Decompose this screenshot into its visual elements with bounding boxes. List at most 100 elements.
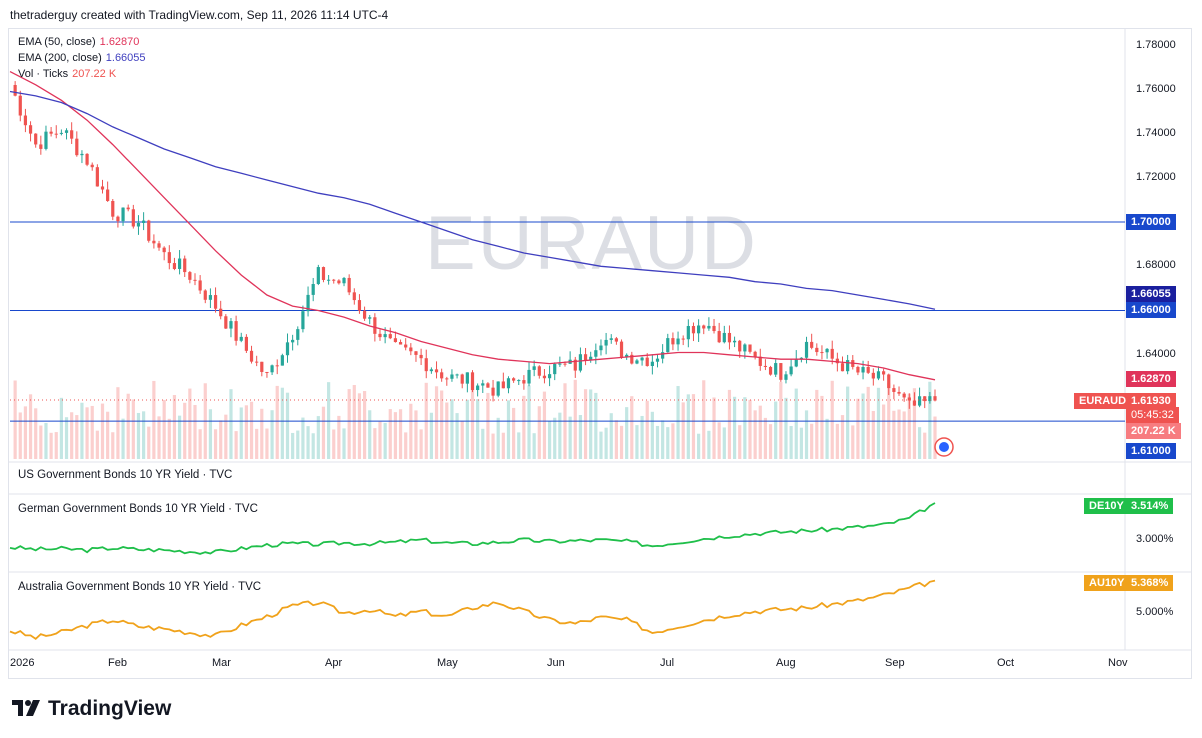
legend-ema200-value: 1.66055 bbox=[105, 52, 146, 64]
symbol-watermark: EURAUD bbox=[425, 201, 758, 286]
volume-bar bbox=[373, 428, 377, 459]
volume-bar bbox=[784, 397, 788, 459]
volume-bar bbox=[707, 430, 711, 459]
pane-title-us[interactable]: US Government Bonds 10 YR Yield · TVC bbox=[18, 469, 233, 481]
volume-bar bbox=[75, 415, 79, 459]
candle-body bbox=[923, 396, 927, 402]
candle-body bbox=[301, 311, 305, 330]
volume-bar bbox=[342, 428, 346, 459]
candle-body bbox=[368, 317, 372, 319]
volume-bar bbox=[722, 427, 726, 459]
pane-title-au[interactable]: Australia Government Bonds 10 YR Yield ·… bbox=[18, 581, 262, 593]
bond-yield-lines bbox=[9, 502, 936, 641]
price-tick: 1.72000 bbox=[1136, 171, 1176, 183]
x-tick: Feb bbox=[108, 657, 127, 669]
candle-body bbox=[352, 292, 356, 301]
volume-bar bbox=[830, 380, 834, 459]
volume-bar bbox=[23, 406, 28, 459]
volume-bar bbox=[743, 397, 747, 459]
volume-bar bbox=[527, 385, 531, 459]
candle-body bbox=[491, 387, 495, 396]
volume-bar bbox=[727, 389, 732, 459]
volume-bar bbox=[517, 432, 521, 459]
candle-body bbox=[763, 365, 768, 367]
candle-body bbox=[116, 216, 120, 222]
volume-bar bbox=[542, 391, 547, 459]
volume-bar bbox=[13, 380, 17, 459]
candle-body bbox=[249, 350, 254, 362]
price-tick: 1.64000 bbox=[1136, 348, 1176, 360]
volume-bar bbox=[779, 382, 783, 459]
candle-body bbox=[717, 331, 721, 343]
candle-body bbox=[820, 352, 824, 354]
candle-body bbox=[604, 339, 608, 346]
candle-body bbox=[871, 372, 875, 379]
volume-bar bbox=[573, 379, 577, 459]
candle-body bbox=[136, 222, 141, 227]
candle-body bbox=[28, 125, 33, 134]
volume-bar bbox=[162, 399, 166, 459]
candle-body bbox=[748, 344, 752, 352]
volume-bar bbox=[691, 394, 696, 459]
volume-bar bbox=[147, 426, 151, 459]
candle-body bbox=[64, 130, 69, 133]
volume-bar bbox=[311, 433, 315, 459]
volume-bar bbox=[440, 390, 444, 459]
candle-body bbox=[13, 84, 17, 96]
pane-title-de[interactable]: German Government Bonds 10 YR Yield · TV… bbox=[18, 503, 258, 515]
legend-ema200[interactable]: EMA (200, close) 1.66055 bbox=[18, 50, 146, 66]
candle-body bbox=[327, 279, 331, 281]
candle-body bbox=[167, 252, 171, 264]
candle-body bbox=[650, 361, 654, 367]
candle-body bbox=[440, 372, 444, 379]
volume-bar bbox=[306, 426, 310, 459]
candle-body bbox=[183, 258, 187, 273]
candle-body bbox=[835, 358, 839, 364]
de10y-symbol-tag: DE10Y bbox=[1084, 498, 1129, 514]
volume-bar bbox=[753, 410, 757, 459]
volume-bar bbox=[717, 422, 721, 459]
volume-bar bbox=[804, 410, 809, 459]
volume-bar bbox=[470, 381, 475, 459]
legend-volume[interactable]: Vol · Ticks 207.22 K bbox=[18, 66, 146, 82]
candle-body bbox=[224, 316, 228, 329]
tradingview-logo[interactable]: TradingView bbox=[12, 697, 171, 721]
volume-bar bbox=[434, 386, 439, 459]
candle-body bbox=[928, 396, 932, 402]
candle-body bbox=[599, 345, 603, 351]
volume-bar bbox=[285, 392, 290, 459]
level-tag-1-70: 1.70000 bbox=[1126, 214, 1176, 230]
candle-body bbox=[897, 391, 901, 394]
x-tick: Nov bbox=[1108, 657, 1128, 669]
candle-body bbox=[39, 144, 43, 149]
volume-bar bbox=[748, 399, 752, 459]
volume-bar bbox=[445, 402, 449, 459]
last-price-tag: 1.61930 bbox=[1126, 393, 1176, 409]
candle-body bbox=[419, 354, 423, 359]
volume-tag: 207.22 K bbox=[1126, 423, 1181, 439]
volume-bar bbox=[512, 407, 516, 459]
volume-bar bbox=[198, 429, 202, 459]
indicator-legend: EMA (50, close) 1.62870 EMA (200, close) 1… bbox=[18, 34, 146, 82]
legend-ema50-label: EMA (50, close) bbox=[18, 36, 96, 48]
volume-bar bbox=[619, 425, 624, 459]
alert-icon[interactable] bbox=[934, 437, 954, 457]
price-tick: 1.76000 bbox=[1136, 83, 1176, 95]
candle-body bbox=[100, 186, 105, 190]
volume-bar bbox=[321, 406, 326, 459]
volume-bar bbox=[219, 420, 223, 459]
volume-bar bbox=[825, 418, 829, 459]
candle-body bbox=[573, 359, 577, 371]
candle-body bbox=[383, 334, 387, 338]
candle-body bbox=[106, 189, 110, 201]
candle-body bbox=[90, 164, 94, 168]
candle-body bbox=[111, 200, 115, 217]
volume-bar bbox=[686, 394, 690, 459]
candle-body bbox=[49, 131, 53, 134]
legend-ema50[interactable]: EMA (50, close) 1.62870 bbox=[18, 34, 146, 50]
volume-bar bbox=[594, 392, 598, 459]
candle-body bbox=[907, 397, 911, 401]
candle-body bbox=[722, 332, 726, 343]
horizontal-levels[interactable] bbox=[10, 221, 1125, 422]
